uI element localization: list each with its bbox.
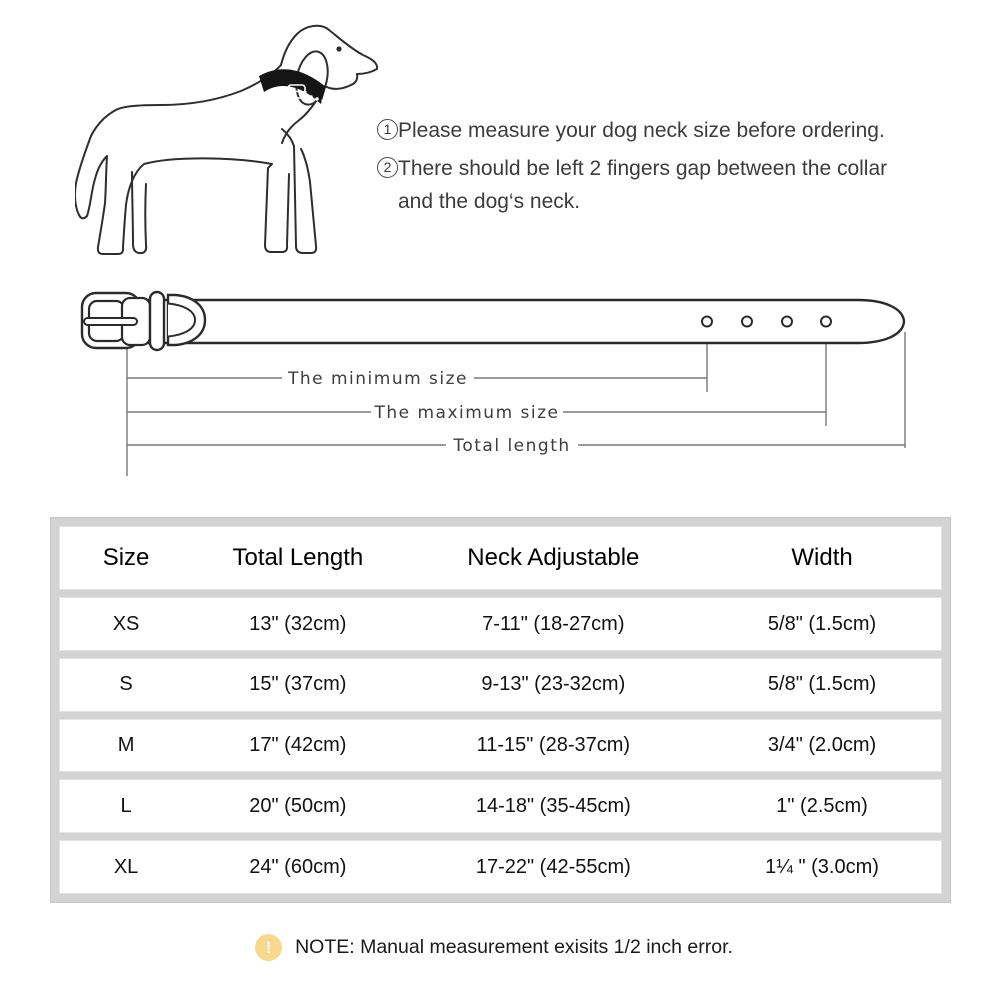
dog-illustration xyxy=(75,24,379,255)
cell-neck-adjustable: 7-11" (18-27cm) xyxy=(482,612,625,635)
cell-neck-adjustable: 9-13" (23-32cm) xyxy=(481,673,626,696)
buckle-prong xyxy=(83,317,138,326)
circled-number-1: 1 xyxy=(377,119,398,140)
cell-width: 5/8" (1.5cm) xyxy=(767,673,877,696)
cell-size: M xyxy=(117,734,135,757)
table-row-xl: XL 24" (60cm) 17-22" (42-55cm) 1¼ " (3.0… xyxy=(59,840,942,895)
instruction-item-1: 1 Please measure your dog neck size befo… xyxy=(377,114,925,147)
label-minimum-size: The minimum size xyxy=(287,369,468,389)
label-maximum-size: The maximum size xyxy=(373,403,559,423)
table-row-l: L 20" (50cm) 14-18" (35-45cm) 1" (2.5cm) xyxy=(59,779,942,834)
collar-diagram: The minimum size The maximum size Total … xyxy=(80,290,906,476)
collar-holes xyxy=(701,315,832,328)
note-text: NOTE: Manual measurement exisits 1/2 inc… xyxy=(295,936,733,958)
column-header-total-length: Total Length xyxy=(232,544,364,572)
column-header-width: Width xyxy=(791,544,853,572)
instruction-item-2: 2 There should be left 2 fingers gap bet… xyxy=(377,152,925,218)
dog-collar-hole xyxy=(309,95,313,99)
cell-size: XS xyxy=(112,612,140,635)
cell-size: S xyxy=(119,673,133,696)
dog-collar xyxy=(259,69,326,104)
column-header-neck-adjustable: Neck Adjustable xyxy=(467,544,640,572)
table-row-m: M 17" (42cm) 11-15" (28-37cm) 3/4" (2.0c… xyxy=(59,718,942,773)
cell-size: XL xyxy=(113,855,139,878)
instruction-text-2: There should be left 2 fingers gap betwe… xyxy=(398,157,888,213)
dog-body-outline xyxy=(75,64,290,255)
cell-size: L xyxy=(120,794,132,817)
dog-head-outline xyxy=(280,24,379,144)
cell-total-length: 20" (50cm) xyxy=(249,794,347,817)
strap-keeper xyxy=(148,290,166,352)
cell-width: 1" (2.5cm) xyxy=(776,794,868,817)
dog-front-leg xyxy=(281,128,318,254)
cell-width: 1¼ " (3.0cm) xyxy=(765,855,879,878)
strap-loop-inner xyxy=(167,302,197,338)
dog-rear-leg xyxy=(131,171,148,254)
collar-strap xyxy=(140,298,906,345)
cell-width: 5/8" (1.5cm) xyxy=(767,612,877,635)
table-row-xs: XS 13" (32cm) 7-11" (18-27cm) 5/8" (1.5c… xyxy=(59,597,942,651)
dog-collar-hole xyxy=(315,97,319,101)
cell-neck-adjustable: 17-22" (42-55cm) xyxy=(475,855,631,878)
table-row-s: S 15" (37cm) 9-13" (23-32cm) 5/8" (1.5cm… xyxy=(59,657,942,712)
cell-neck-adjustable: 11-15" (28-37cm) xyxy=(476,734,631,757)
cell-total-length: 24" (60cm) xyxy=(249,855,347,878)
cell-total-length: 17" (42cm) xyxy=(249,734,347,757)
instructions: 1 Please measure your dog neck size befo… xyxy=(377,114,925,223)
table-header-row: Size Total Length Neck Adjustable Width xyxy=(59,526,942,591)
dog-eye xyxy=(336,46,342,52)
size-table: Size Total Length Neck Adjustable Width … xyxy=(50,517,951,903)
label-backplates xyxy=(282,365,578,458)
dog-collar-prong xyxy=(289,90,307,93)
column-header-size: Size xyxy=(102,544,150,572)
instruction-text-1: Please measure your dog neck size before… xyxy=(398,119,885,142)
cell-total-length: 15" (37cm) xyxy=(249,673,347,696)
circled-number-2: 2 xyxy=(377,157,398,178)
warning-icon: ! xyxy=(255,934,283,961)
label-total-length: Total length xyxy=(452,436,570,456)
cell-neck-adjustable: 14-18" (35-45cm) xyxy=(475,794,631,817)
note: ! NOTE: Manual measurement exisits 1/2 i… xyxy=(0,934,994,961)
cell-total-length: 13" (32cm) xyxy=(249,612,347,635)
cell-width: 3/4" (2.0cm) xyxy=(767,734,877,757)
dog-collar-hole xyxy=(321,99,325,103)
